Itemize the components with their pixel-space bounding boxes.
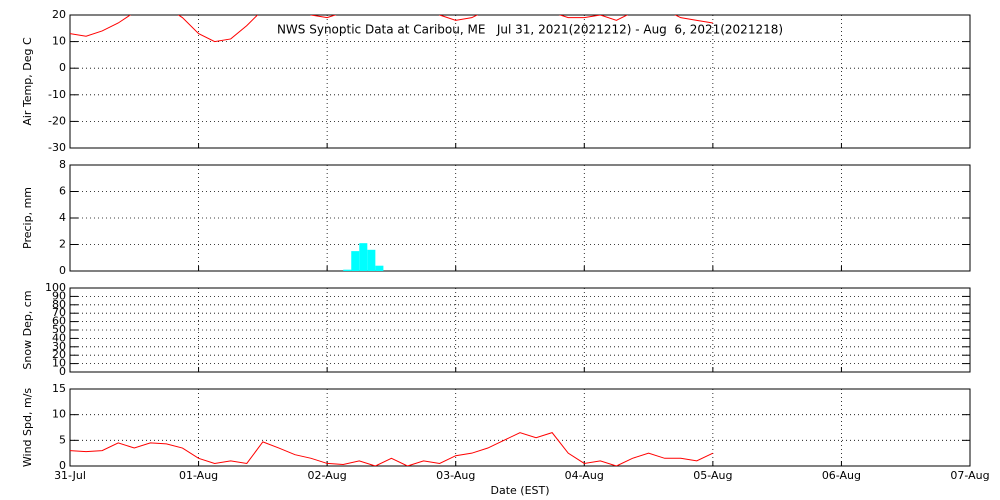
y-tick-label: 40: [52, 331, 66, 344]
x-tick-label: 01-Aug: [179, 469, 218, 482]
x-tick-label: 03-Aug: [436, 469, 475, 482]
y-tick-label: 10: [52, 408, 66, 421]
bar: [343, 269, 352, 271]
y-tick-label: 10: [52, 35, 66, 48]
plot-frame: [69, 388, 971, 467]
y-tick-label: 15: [52, 382, 66, 395]
y-tick-label: 10: [52, 357, 66, 370]
x-tick-label: 05-Aug: [693, 469, 732, 482]
y-tick-label: 5: [59, 433, 66, 446]
bar: [375, 265, 384, 271]
y-axis-label: Wind Spd, m/s: [21, 388, 34, 468]
bar: [359, 243, 368, 271]
y-axis-label: Air Temp, Deg C: [21, 37, 34, 126]
x-tick-label: 06-Aug: [822, 469, 861, 482]
data-line: [70, 15, 713, 43]
y-tick-label: 100: [45, 281, 66, 294]
y-tick-label: -10: [48, 88, 66, 101]
y-tick-label: 0: [59, 365, 66, 378]
y-tick-label: 50: [52, 323, 66, 336]
y-tick-label: -30: [48, 141, 66, 154]
x-tick-label: 02-Aug: [308, 469, 347, 482]
y-tick-label: 90: [52, 289, 66, 302]
y-axis-label: Precip, mm: [21, 187, 34, 249]
chart-title: NWS Synoptic Data at Caribou, ME Jul 31,…: [277, 23, 783, 37]
y-tick-label: 2: [59, 238, 66, 251]
y-tick-label: 4: [59, 211, 66, 224]
x-tick-label: 04-Aug: [565, 469, 604, 482]
plot-frame: [69, 164, 971, 272]
x-tick-label: 31-Jul: [54, 469, 86, 482]
y-tick-label: 0: [59, 61, 66, 74]
data-line: [70, 432, 714, 466]
y-tick-label: 6: [59, 185, 66, 198]
x-axis-label: Date (EST): [490, 484, 549, 497]
y-tick-label: 0: [59, 459, 66, 472]
y-tick-label: 0: [59, 264, 66, 277]
y-tick-label: 8: [59, 158, 66, 171]
y-tick-label: 20: [52, 8, 66, 21]
y-tick-label: 20: [52, 348, 66, 361]
y-tick-label: 30: [52, 340, 66, 353]
y-tick-label: 60: [52, 315, 66, 328]
bar: [351, 251, 360, 271]
y-tick-label: 80: [52, 298, 66, 311]
y-tick-label: 70: [52, 306, 66, 319]
plot-frame: [69, 287, 971, 373]
plot-frame: [69, 14, 971, 149]
bar: [367, 249, 376, 271]
y-tick-label: -20: [48, 114, 66, 127]
x-tick-label: 07-Aug: [950, 469, 989, 482]
y-axis-label: Snow Dep, cm: [21, 290, 34, 369]
